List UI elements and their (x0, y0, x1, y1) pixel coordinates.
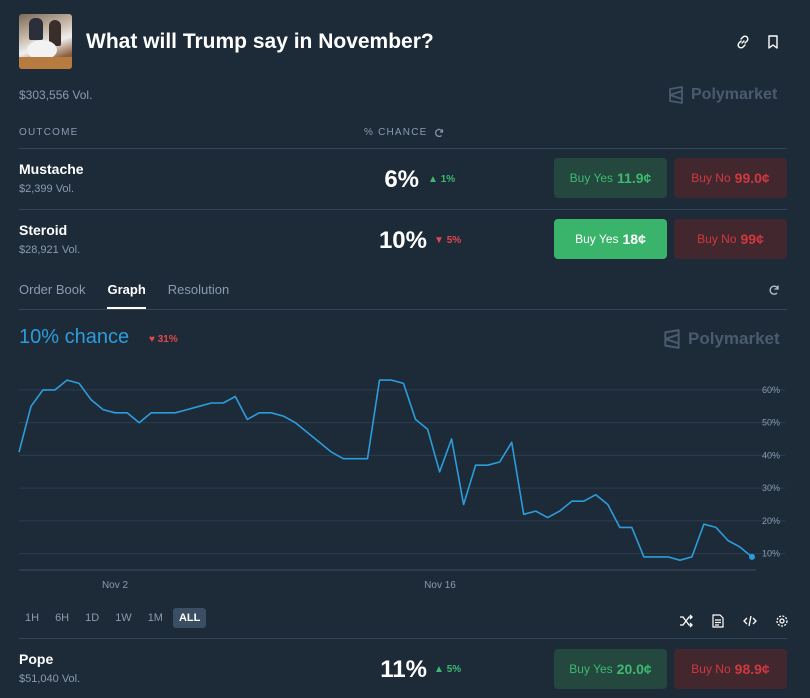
outcome-volume: $2,399 Vol. (19, 183, 75, 195)
buy-no-button[interactable]: Buy No 99¢ (674, 219, 787, 259)
y-tick-label: 10% (762, 549, 780, 559)
range-6h[interactable]: 6H (55, 612, 70, 624)
tab-graph[interactable]: Graph (107, 282, 147, 309)
buy-no-label: Buy No (691, 171, 731, 185)
y-tick-label: 40% (762, 450, 780, 460)
outcome-name: Pope (19, 651, 54, 667)
graph-change: ♥ 31% (149, 334, 178, 345)
chance-column-header: % CHANCE (364, 127, 444, 138)
chance-change-value: 5% (446, 664, 462, 675)
settings-gear-icon[interactable] (772, 611, 792, 631)
link-icon[interactable] (733, 32, 753, 52)
polymarket-logo: Polymarket (667, 86, 777, 104)
outcome-chance: 11% (380, 656, 427, 683)
graph-chance: 10% chance (19, 326, 130, 348)
chance-change-value: 5% (446, 235, 462, 246)
detail-tabs: Order Book Graph Resolution (19, 282, 230, 309)
up-arrow-icon: ▲ (428, 174, 438, 185)
outcome-chance: 10% (378, 227, 427, 254)
outcome-volume: $51,040 Vol. (19, 673, 81, 685)
chance-change: ▲ 5% (434, 664, 461, 675)
current-point-marker (749, 553, 755, 560)
buy-no-label: Buy No (697, 232, 737, 246)
chance-change-value: 1% (440, 174, 456, 185)
buy-no-button[interactable]: Buy No 99.0¢ (674, 158, 787, 198)
up-arrow-icon: ▲ (434, 664, 444, 675)
buy-yes-label: Buy Yes (569, 171, 614, 185)
chance-column-label: % CHANCE (364, 127, 428, 138)
buy-no-price: 98.9¢ (734, 661, 770, 677)
range-1m[interactable]: 1M (147, 612, 163, 624)
bookmark-icon[interactable] (763, 32, 783, 52)
price-history-chart[interactable]: 60% 50% 40% 30% 20% 10% Nov 2 Nov 16 (0, 355, 810, 595)
outcome-name: Steroid (19, 222, 68, 238)
market-title: What will Trump say in November? (86, 30, 434, 53)
buy-yes-price: 20.0¢ (616, 661, 652, 677)
document-icon[interactable] (708, 611, 728, 631)
polymarket-watermark: Polymarket (662, 329, 780, 349)
buy-yes-button[interactable]: Buy Yes 20.0¢ (554, 649, 667, 689)
refresh-icon[interactable] (434, 128, 444, 138)
chance-change: ▼ 5% (434, 235, 461, 246)
divider (19, 148, 787, 149)
range-1d[interactable]: 1D (85, 612, 100, 624)
divider (19, 309, 787, 310)
buy-yes-button[interactable]: Buy Yes 18¢ (554, 219, 667, 259)
graph-change-value: 31% (157, 334, 178, 345)
range-all[interactable]: ALL (172, 608, 207, 628)
x-tick-label: Nov 16 (424, 580, 456, 591)
buy-yes-button[interactable]: Buy Yes 11.9¢ (554, 158, 667, 198)
buy-no-label: Buy No (691, 662, 731, 676)
down-arrow-icon: ▼ (434, 235, 444, 246)
divider (19, 209, 787, 210)
y-tick-label: 60% (762, 385, 780, 395)
buy-yes-label: Buy Yes (575, 232, 619, 246)
buy-yes-price: 11.9¢ (617, 170, 652, 186)
outcome-chance: 6% (384, 166, 419, 193)
refresh-icon[interactable] (764, 280, 784, 300)
chart-tools (676, 611, 792, 631)
heart-down-icon: ♥ (149, 334, 155, 345)
range-1w[interactable]: 1W (115, 612, 132, 624)
buy-no-price: 99.0¢ (734, 170, 770, 186)
embed-code-icon[interactable] (740, 611, 760, 631)
x-tick-label: Nov 2 (102, 580, 129, 591)
polymarket-brand-text: Polymarket (691, 86, 778, 103)
outcome-column-header: OUTCOME (19, 127, 79, 138)
buy-no-button[interactable]: Buy No 98.9¢ (674, 649, 787, 689)
market-volume: $303,556 Vol. (19, 88, 93, 102)
buy-yes-price: 18¢ (622, 231, 646, 247)
polymarket-brand-text: Polymarket (688, 329, 780, 348)
market-thumbnail (19, 14, 72, 69)
shuffle-icon[interactable] (676, 611, 696, 631)
tab-resolution[interactable]: Resolution (167, 282, 230, 297)
outcome-name: Mustache (19, 161, 84, 177)
series-line (18, 379, 753, 561)
range-1h[interactable]: 1H (25, 612, 40, 624)
time-range-selector: 1H 6H 1D 1W 1M ALL (19, 608, 207, 628)
y-tick-label: 30% (762, 483, 780, 493)
y-tick-label: 20% (762, 516, 780, 526)
y-tick-label: 50% (762, 418, 780, 428)
buy-yes-label: Buy Yes (569, 662, 613, 676)
divider (19, 638, 787, 639)
chance-change: ▲ 1% (428, 174, 455, 185)
outcome-volume: $28,921 Vol. (19, 244, 81, 256)
buy-no-price: 99¢ (740, 231, 764, 247)
tab-order-book[interactable]: Order Book (19, 282, 86, 297)
